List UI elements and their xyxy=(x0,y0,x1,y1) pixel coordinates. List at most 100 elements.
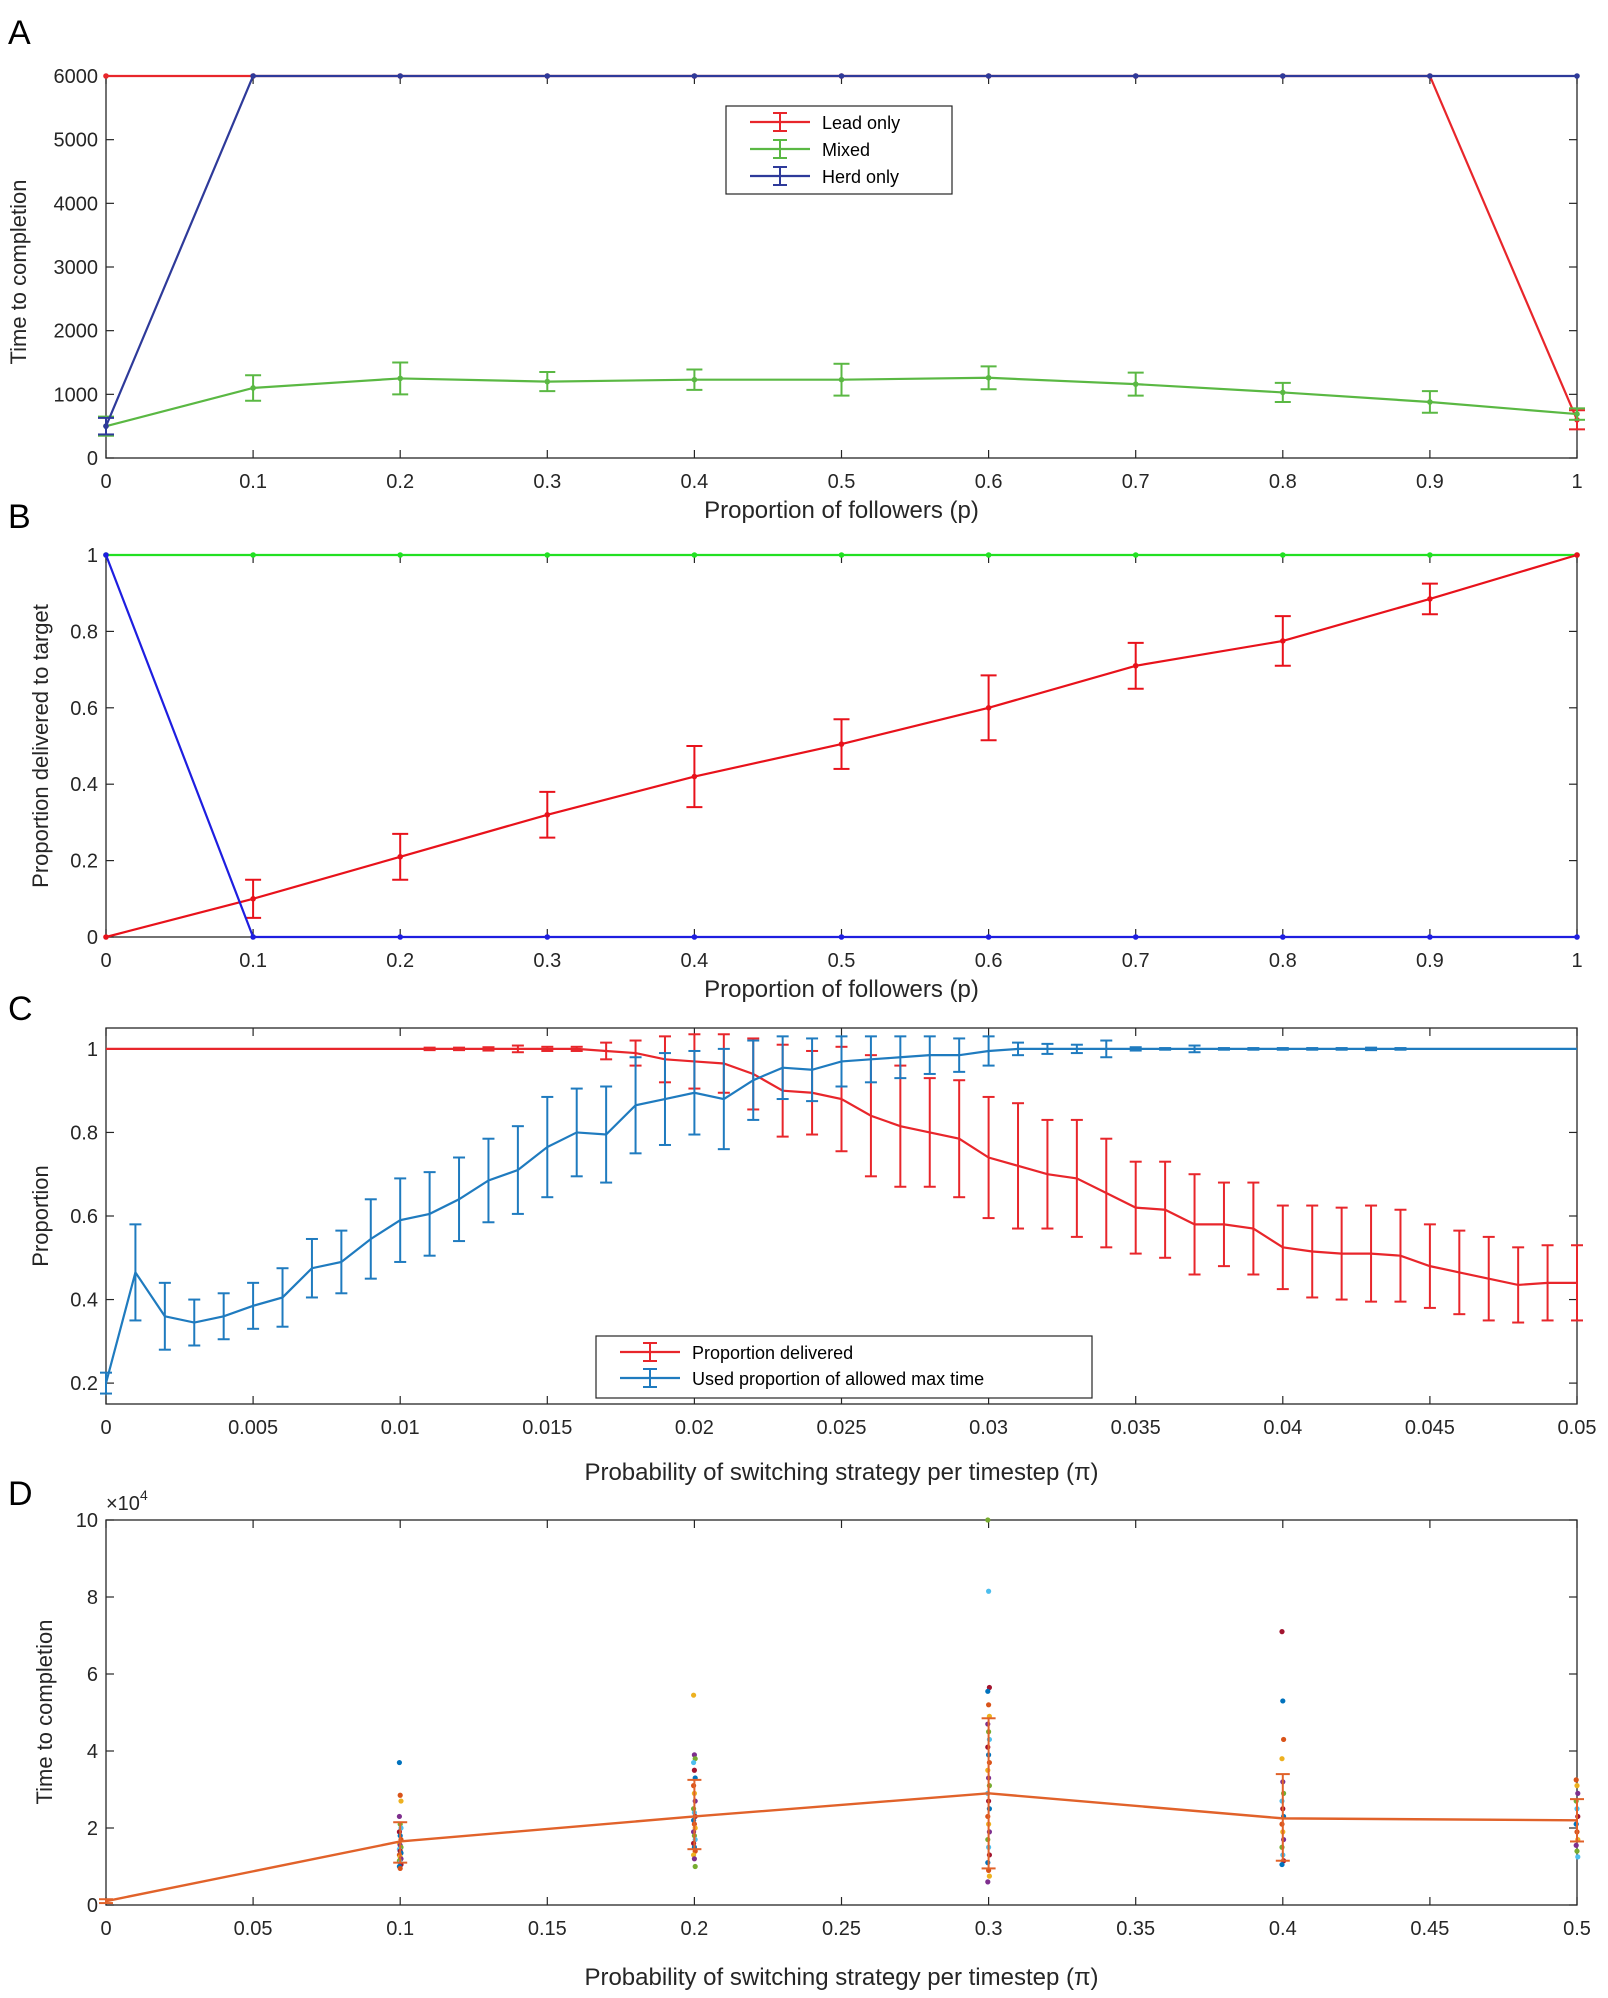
x-axis-label: Probability of switching strategy per ti… xyxy=(584,1459,1098,1486)
scatter-point xyxy=(986,1588,992,1594)
x-tick-label: 0.5 xyxy=(828,950,856,972)
scatter-point xyxy=(691,1767,698,1773)
y-tick-label: 0.2 xyxy=(70,1373,98,1395)
chart-panel-b: B 0 0.1 0.2 0.3 0.4 0.5 0.6 0.7 0.8 0.9 1 0 0.2 0.4 0.6… xyxy=(8,498,1583,1003)
data-point xyxy=(103,934,109,940)
scatter-point xyxy=(692,1863,698,1870)
x-tick-label: 0.8 xyxy=(1269,950,1297,972)
x-tick-label: 0.8 xyxy=(1269,471,1297,493)
scatter-point xyxy=(691,1856,698,1862)
scatter-point xyxy=(397,1865,403,1872)
data-point xyxy=(397,375,404,382)
x-tick-label: 0.3 xyxy=(975,1918,1003,1940)
x-tick-label: 0.5 xyxy=(828,471,856,493)
data-point xyxy=(1427,934,1433,940)
x-tick-label: 0.35 xyxy=(1116,1918,1155,1940)
panel-letter: D xyxy=(8,1475,33,1513)
panel-letter: B xyxy=(8,498,31,536)
scatter-point xyxy=(1279,1756,1285,1762)
legend-label: Proportion delivered xyxy=(692,1343,853,1363)
data-point xyxy=(397,853,404,860)
data-point xyxy=(544,811,551,818)
chart-panel-c: C 0 0.005 0.01 0.015 0.02 0.025 0.03 0.035 0.04 0.… xyxy=(8,990,1596,1486)
data-point xyxy=(397,73,404,79)
data-point xyxy=(985,73,992,79)
y-axis-label: Proportion delivered to target xyxy=(28,604,53,888)
x-tick-label: 0.01 xyxy=(381,1417,420,1439)
y-axis-label: Time to completion xyxy=(6,179,31,364)
x-tick-label: 0.1 xyxy=(239,950,267,972)
data-point xyxy=(838,552,845,558)
data-point xyxy=(250,385,256,391)
scatter-point xyxy=(1573,1842,1579,1848)
legend-label: Mixed xyxy=(822,140,870,160)
x-tick-label: 0.6 xyxy=(975,950,1003,972)
data-point xyxy=(250,896,256,902)
data-point xyxy=(1427,399,1433,405)
data-point xyxy=(838,376,845,383)
scatter-point xyxy=(1280,1698,1286,1704)
data-point xyxy=(250,552,256,558)
y-tick-label: 1 xyxy=(87,1039,98,1061)
data-point xyxy=(1574,552,1580,558)
data-point xyxy=(1280,552,1286,558)
data-point xyxy=(1132,934,1139,940)
scatter-point xyxy=(396,1813,402,1820)
scatter-point xyxy=(396,1759,402,1766)
y-tick-label: 0.4 xyxy=(70,1290,98,1312)
data-point xyxy=(544,934,551,940)
data-point xyxy=(544,552,551,558)
x-tick-label: 0.1 xyxy=(239,471,267,493)
scatter-point xyxy=(986,1702,992,1708)
data-point xyxy=(1574,411,1580,417)
scatter-point xyxy=(1573,1777,1579,1783)
x-tick-label: 0.03 xyxy=(969,1417,1008,1439)
y-tick-label: 2000 xyxy=(54,321,99,343)
x-axis-label: Proportion of followers (p) xyxy=(704,497,979,524)
scatter-point xyxy=(398,1798,404,1804)
x-tick-label: 0.9 xyxy=(1416,950,1444,972)
scatter-point xyxy=(1574,1848,1580,1854)
x-tick-label: 0.4 xyxy=(680,950,708,972)
data-point xyxy=(1132,381,1139,387)
data-point xyxy=(985,552,992,558)
y-tick-label: 2 xyxy=(87,1818,98,1840)
data-point xyxy=(103,423,109,429)
x-tick-label: 0.15 xyxy=(528,1918,567,1940)
y-tick-label: 0 xyxy=(87,927,98,949)
data-point xyxy=(985,374,992,381)
x-tick-label: 0.7 xyxy=(1122,950,1150,972)
scatter-point xyxy=(985,1879,991,1885)
x-tick-label: 0 xyxy=(100,950,111,972)
data-point xyxy=(838,73,845,79)
scatter-point xyxy=(1281,1736,1287,1743)
data-point xyxy=(397,552,404,558)
y-tick-label: 4 xyxy=(87,1741,98,1763)
x-tick-label: 0.05 xyxy=(234,1918,273,1940)
data-point xyxy=(1132,73,1139,79)
x-tick-label: 1 xyxy=(1571,471,1582,493)
x-tick-label: 0.2 xyxy=(386,950,414,972)
y-tick-label: 5000 xyxy=(54,130,99,152)
x-tick-label: 1 xyxy=(1571,950,1582,972)
y-tick-label: 10 xyxy=(76,1510,98,1532)
x-tick-label: 0.25 xyxy=(822,1918,861,1940)
y-tick-label: 3000 xyxy=(54,257,99,279)
y-tick-label: 6000 xyxy=(54,66,99,88)
scatter-point xyxy=(986,1873,993,1879)
x-tick-label: 0.45 xyxy=(1410,1918,1449,1940)
data-point xyxy=(544,73,551,79)
y-tick-label: 0.8 xyxy=(70,621,98,643)
x-tick-label: 0.02 xyxy=(675,1417,714,1439)
x-tick-label: 0.4 xyxy=(680,471,708,493)
x-tick-label: 0.005 xyxy=(228,1417,278,1439)
data-point xyxy=(544,378,551,385)
axes-box xyxy=(105,1519,1578,1906)
x-tick-label: 0.5 xyxy=(1563,1918,1591,1940)
data-point xyxy=(838,934,845,940)
data-point xyxy=(1574,934,1580,940)
legend-label: Herd only xyxy=(822,167,899,187)
x-tick-label: 0.4 xyxy=(1269,1918,1297,1940)
scatter-point xyxy=(691,1759,697,1766)
